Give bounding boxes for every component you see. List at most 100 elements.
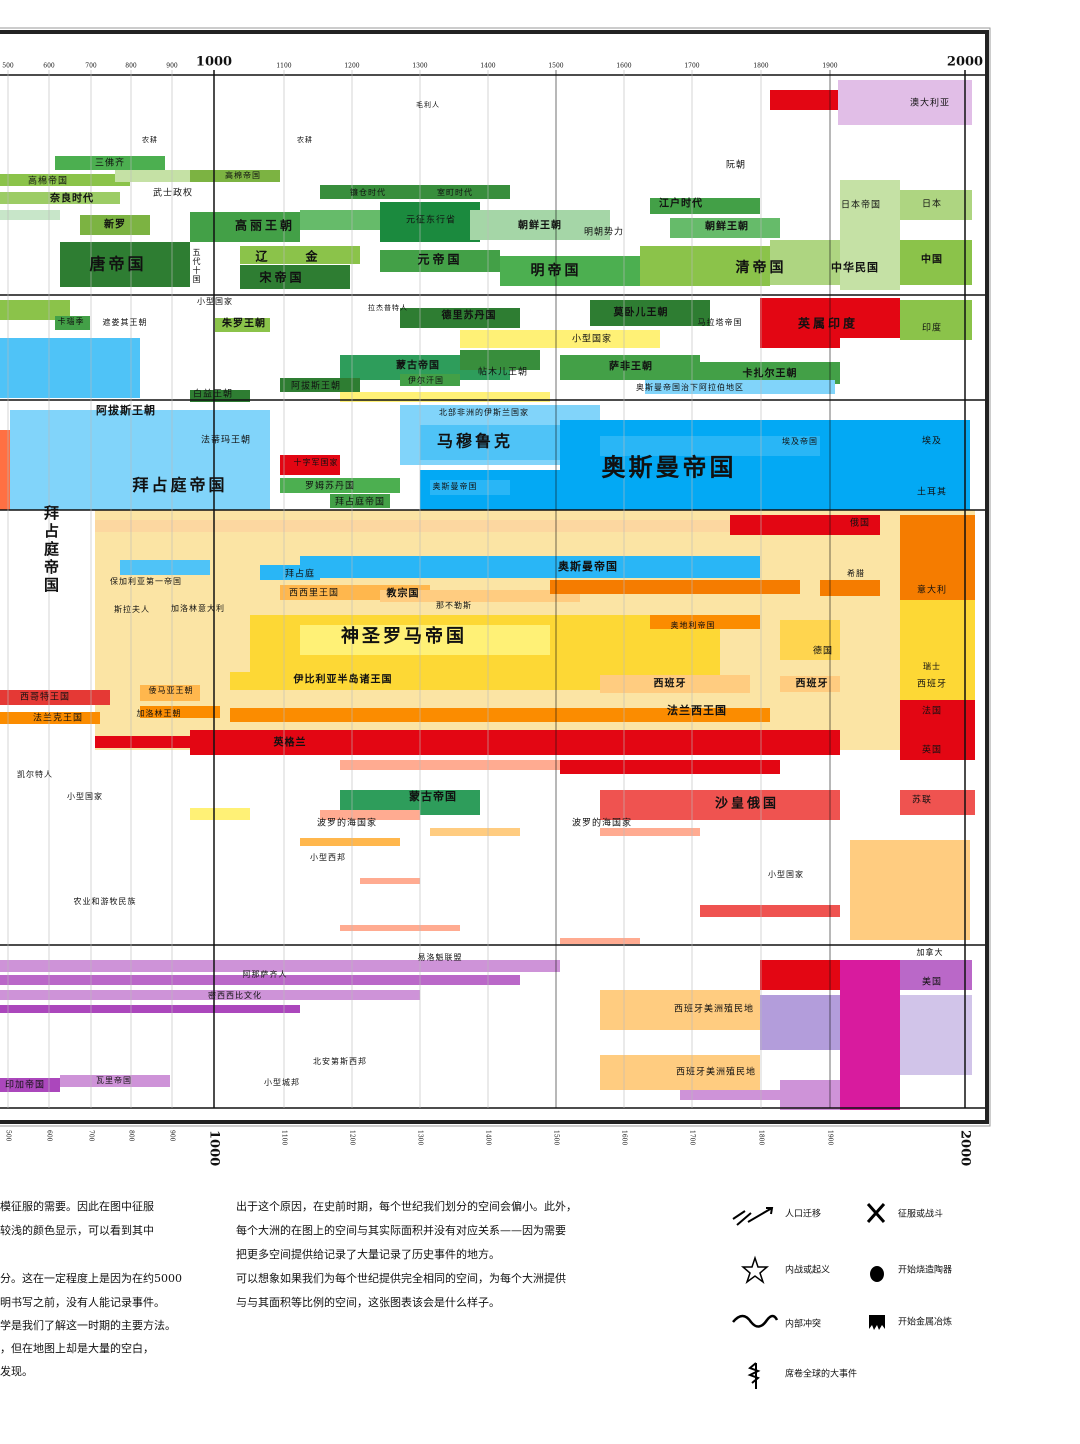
region-label: 新罗	[104, 218, 126, 231]
region-label: 江户时代	[659, 197, 703, 210]
region-label: 奈良时代	[49, 192, 94, 205]
region-label: 保加利亚第一帝国	[110, 576, 182, 586]
region-label: 那不勒斯	[436, 600, 472, 610]
region-label: 高棉帝国	[225, 170, 261, 180]
band	[600, 1055, 760, 1090]
region-label: 德里苏丹国	[441, 309, 497, 322]
region-label: 农耕	[142, 135, 158, 144]
band	[700, 362, 840, 384]
region-label: 朝鲜王朝	[705, 220, 749, 233]
band	[840, 960, 900, 1110]
band	[780, 790, 840, 820]
band	[300, 556, 760, 578]
paragraph-line: 分。这在一定程度上是因为在约5000	[0, 1271, 182, 1285]
region-label: 高丽王朝	[235, 218, 295, 233]
legend-label: 席卷全球的大事件	[785, 1368, 857, 1380]
band	[300, 210, 380, 230]
year-label-bottom: 1500	[553, 1130, 560, 1145]
icon-global	[747, 1362, 761, 1389]
year-label: 800	[125, 63, 137, 70]
year-label: 1500	[548, 63, 563, 70]
band	[430, 480, 510, 495]
region-label: 三佛齐	[95, 157, 125, 169]
region-label: 希腊	[847, 568, 865, 578]
band	[320, 185, 510, 199]
region-label: 莫卧儿王朝	[613, 306, 669, 319]
region-label: 西班牙美洲殖民地	[676, 1066, 756, 1078]
region-label: 教宗国	[386, 587, 420, 600]
icon-conflict	[732, 1314, 779, 1328]
region-label: 明朝势力	[584, 226, 624, 238]
band	[95, 736, 195, 748]
region-label: 宋帝国	[259, 270, 304, 285]
region-label: 埃及	[922, 435, 942, 447]
region-label: 英属印度	[798, 316, 858, 331]
band	[0, 210, 60, 220]
band	[900, 960, 972, 990]
band	[140, 706, 220, 718]
paragraph-line: ，但在地图上却是大量的空白，	[0, 1341, 154, 1355]
band	[340, 760, 580, 770]
region-label: 朱罗王朝	[222, 317, 266, 330]
region-label: 农业和游牧民族	[74, 896, 137, 906]
paragraph-line: 把更多空间提供给记录了大量记录了历史事件的地方。	[236, 1247, 500, 1261]
icon-battle	[866, 1203, 886, 1223]
band	[300, 625, 550, 655]
band	[140, 685, 200, 701]
band	[0, 300, 70, 320]
year-label-bottom: 900	[169, 1130, 176, 1142]
band	[55, 316, 90, 330]
region-label: 易洛魁联盟	[418, 952, 463, 962]
paragraphs: 模征服的需要。因此在图中征服较浅的颜色显示，可以看到其中分。这在一定程度上是因为…	[0, 1199, 577, 1378]
band	[230, 708, 770, 722]
band	[320, 810, 420, 820]
region-label: 瑞士	[923, 661, 941, 671]
region-label: 加洛林意大利	[171, 603, 225, 613]
region-label: 马拉塔帝国	[698, 317, 743, 327]
paragraph-line: 每个大洲的在图上的空间与其实际面积并没有对应关系——因为需要	[236, 1223, 566, 1237]
region-label: 加拿大	[917, 947, 944, 957]
band	[900, 190, 972, 220]
region-label: 朝鲜王朝	[518, 219, 562, 232]
region-label: 元帝国	[417, 252, 462, 267]
region-label: 武士政权	[153, 187, 193, 199]
region-label: 西西里王国	[289, 588, 339, 599]
year-label: 700	[85, 63, 97, 70]
region-label: 土耳其	[917, 486, 947, 498]
region-label: 英格兰	[273, 736, 307, 749]
band	[300, 838, 400, 846]
band	[840, 298, 900, 338]
paragraph-line: 明书写之前，没有人能记录事件。	[0, 1295, 165, 1309]
band	[600, 436, 820, 456]
band	[640, 246, 770, 286]
year-label: 1600	[616, 63, 631, 70]
region-label: 日本帝国	[841, 199, 881, 211]
band	[900, 700, 975, 760]
region-label: 奥斯曼帝国	[557, 559, 618, 573]
year-label-bottom: 500	[5, 1130, 12, 1142]
year-label-bottom: 700	[88, 1130, 95, 1142]
region-label: 意大利	[917, 584, 947, 596]
band	[0, 174, 130, 186]
band	[770, 90, 838, 110]
band	[190, 808, 250, 820]
band	[260, 565, 320, 580]
region-label: 西班牙	[654, 677, 687, 690]
region-label: 明帝国	[531, 262, 582, 279]
band	[0, 1005, 300, 1013]
year-label: 1400	[480, 63, 495, 70]
band	[80, 215, 150, 235]
band	[760, 960, 840, 990]
year-label: 1200	[344, 63, 359, 70]
band	[340, 925, 460, 931]
region-label: 五代十国	[192, 248, 201, 284]
region-label: 加洛林王朝	[137, 708, 182, 718]
band	[0, 712, 100, 724]
region-label: 俄国	[850, 517, 870, 529]
band	[500, 256, 650, 286]
band	[590, 300, 710, 326]
band	[840, 420, 970, 510]
region-label: 白益王朝	[193, 388, 233, 400]
